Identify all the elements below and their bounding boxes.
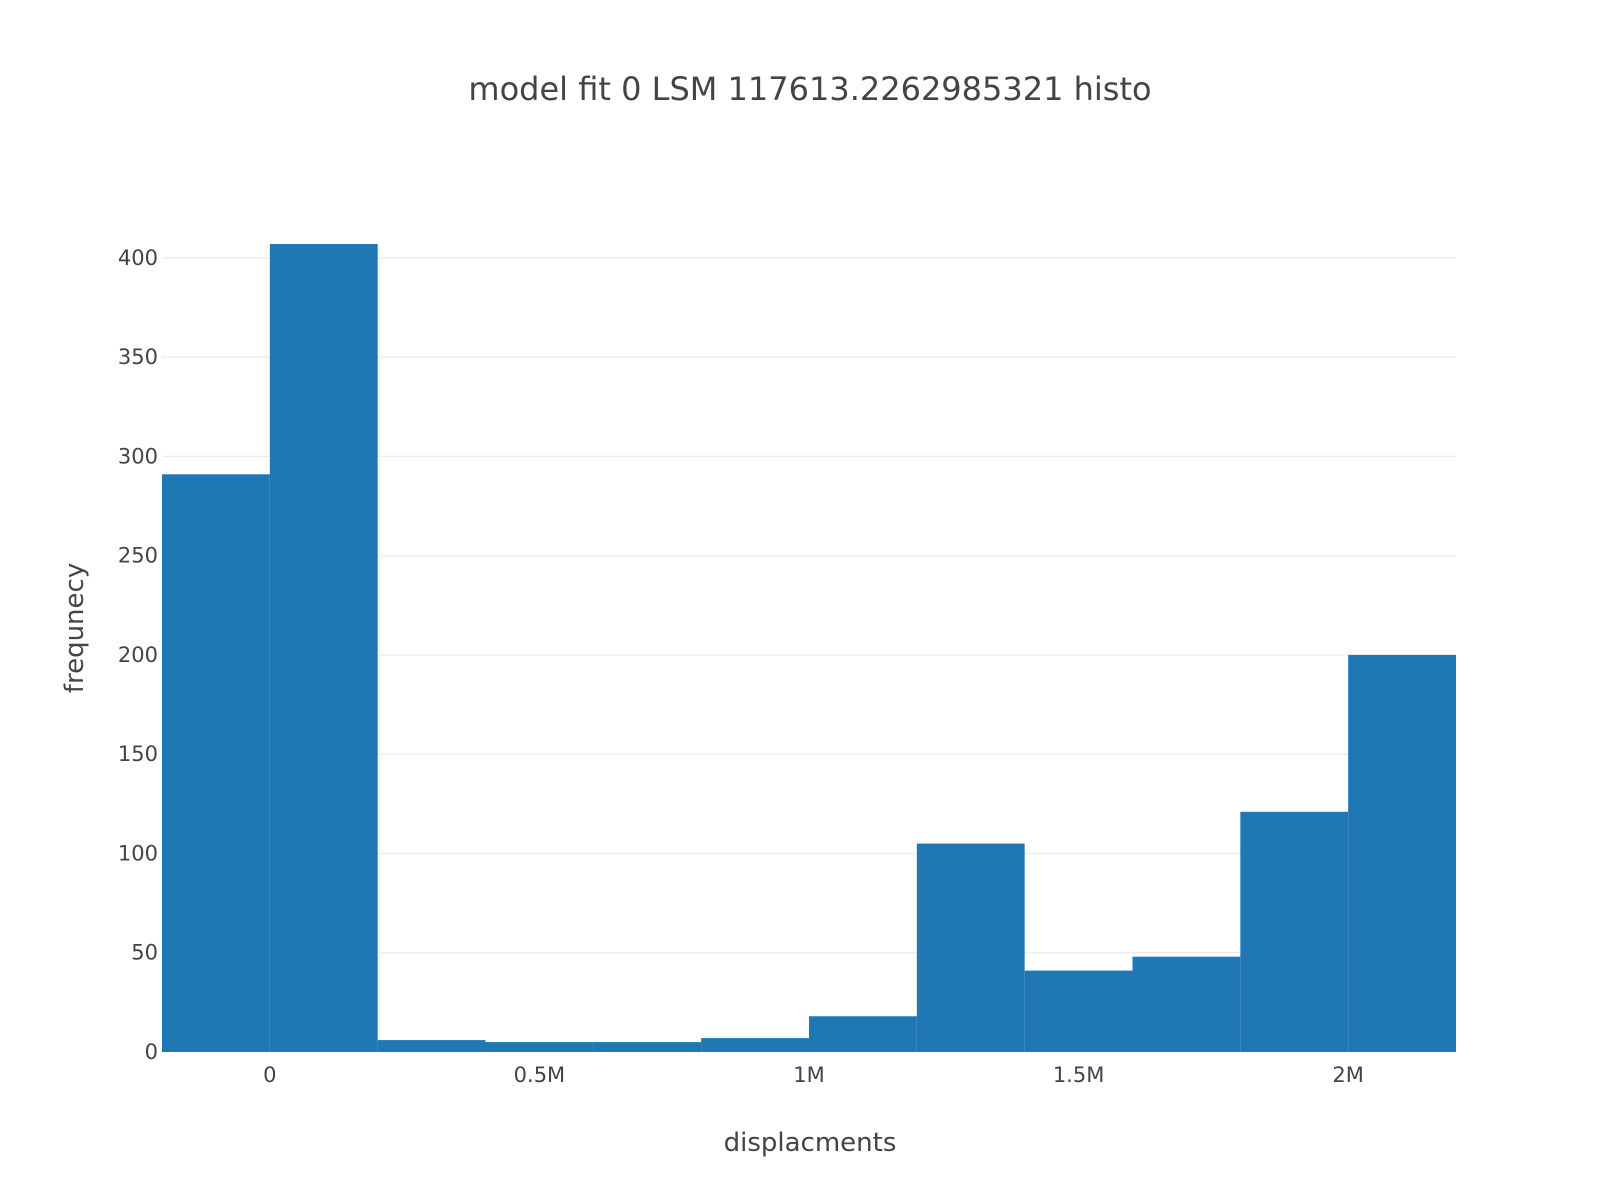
histogram-bar xyxy=(1024,970,1133,1052)
y-tick-label: 0 xyxy=(145,1040,158,1064)
y-axis-ticks: 0 50 100 150 200 250 300 350 400 xyxy=(118,246,158,1064)
histogram-bar xyxy=(701,1038,809,1052)
chart-title: model fit 0 LSM 117613.2262985321 histo xyxy=(468,70,1151,108)
y-tick-label: 50 xyxy=(131,941,158,965)
x-axis-ticks: 0 0.5M 1M 1.5M 2M xyxy=(263,1063,1364,1087)
x-tick-label: 1.5M xyxy=(1053,1063,1105,1087)
y-tick-label: 250 xyxy=(118,544,158,568)
histogram-bar xyxy=(1240,811,1349,1052)
histogram-bar xyxy=(593,1042,702,1052)
histogram-bar xyxy=(809,1016,917,1052)
histogram-bar xyxy=(1132,956,1241,1052)
y-tick-label: 350 xyxy=(118,345,158,369)
y-tick-label: 200 xyxy=(118,643,158,667)
y-tick-label: 150 xyxy=(118,742,158,766)
x-tick-label: 0.5M xyxy=(514,1063,566,1087)
x-axis-title: displacments xyxy=(724,1128,897,1158)
y-axis-title: frequnecy xyxy=(60,563,90,693)
y-tick-label: 100 xyxy=(118,841,158,865)
histogram-bar xyxy=(269,244,378,1052)
histogram-bar xyxy=(1348,654,1456,1052)
histogram-bar xyxy=(162,474,270,1052)
x-tick-label: 2M xyxy=(1332,1063,1363,1087)
histogram-bar xyxy=(485,1042,594,1052)
x-tick-label: 1M xyxy=(793,1063,824,1087)
histogram-bar xyxy=(916,843,1025,1052)
x-tick-label: 0 xyxy=(263,1063,276,1087)
histogram-bars xyxy=(162,244,1456,1052)
y-tick-label: 400 xyxy=(118,246,158,270)
y-tick-label: 300 xyxy=(118,444,158,468)
histogram-bar xyxy=(377,1040,486,1052)
